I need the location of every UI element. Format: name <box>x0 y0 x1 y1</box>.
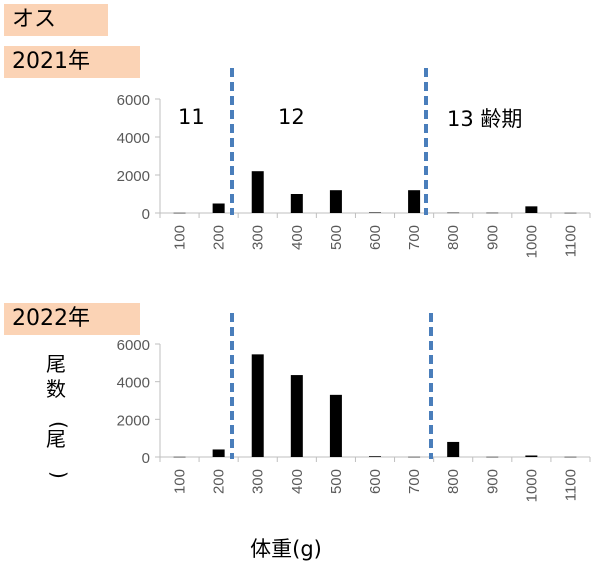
bar-0-400 <box>290 194 303 213</box>
x-tick-label-0-1000: 1000 <box>523 225 540 258</box>
x-tick-label-0-900: 900 <box>484 225 501 250</box>
x-tick-label-1-500: 500 <box>328 469 345 494</box>
bar-0-900 <box>486 212 499 214</box>
bar-0-200 <box>212 203 225 213</box>
x-tick-label-0-200: 200 <box>211 225 228 250</box>
bar-0-800 <box>447 212 460 214</box>
x-tick-label-1-100: 100 <box>172 469 189 494</box>
bar-1-400 <box>290 375 303 457</box>
bar-1-200 <box>212 449 225 457</box>
stage-label-0-2: 13 齢期 <box>447 107 522 131</box>
year-label-2021: 2021年 <box>4 46 140 78</box>
x-tick-label-0-500: 500 <box>328 225 345 250</box>
stage-label-0-1: 12 <box>278 105 305 129</box>
x-tick-label-1-200: 200 <box>211 469 228 494</box>
year-label-2022: 2022年 <box>4 303 140 335</box>
bar-1-1000 <box>525 455 538 457</box>
bar-1-300 <box>251 354 264 457</box>
bar-0-300 <box>251 171 264 213</box>
bar-1-600 <box>369 456 381 457</box>
bar-1-800 <box>447 441 460 457</box>
x-tick-label-0-300: 300 <box>250 225 267 250</box>
y-tick-label-0-3: 0 <box>142 206 150 223</box>
y-tick-label-0-0: 6000 <box>117 92 150 109</box>
bar-0-1100 <box>564 212 577 214</box>
x-tick-label-0-1100: 1100 <box>562 225 579 257</box>
x-tick-label-1-900: 900 <box>484 469 501 494</box>
x-tick-label-0-100: 100 <box>172 225 189 250</box>
bar-0-1000 <box>525 206 538 213</box>
x-tick-label-1-1100: 1100 <box>562 469 579 501</box>
bar-0-700 <box>408 190 421 213</box>
y-tick-label-1-3: 0 <box>142 450 150 467</box>
stage-label-0-0: 11 <box>178 105 205 129</box>
bar-1-100 <box>173 456 186 458</box>
sex-label: オス <box>4 4 108 36</box>
bar-0-500 <box>329 190 342 213</box>
x-tick-label-1-800: 800 <box>445 469 462 494</box>
y-tick-label-0-2: 2000 <box>117 168 150 185</box>
y-tick-label-1-1: 4000 <box>117 375 150 392</box>
x-tick-label-0-800: 800 <box>445 225 462 250</box>
x-tick-label-0-400: 400 <box>289 225 306 250</box>
x-tick-label-1-400: 400 <box>289 469 306 494</box>
x-tick-label-1-600: 600 <box>367 469 384 494</box>
y-tick-label-1-0: 6000 <box>117 337 150 354</box>
bar-1-900 <box>486 456 499 458</box>
y-axis-title: 尾数(尾) <box>46 352 71 479</box>
y-tick-label-1-2: 2000 <box>117 412 150 429</box>
bar-0-100 <box>173 212 186 214</box>
bar-1-500 <box>329 394 342 457</box>
x-tick-label-0-700: 700 <box>406 225 423 250</box>
x-axis-title: 体重(g) <box>250 537 322 561</box>
x-tick-label-1-1000: 1000 <box>523 469 540 502</box>
bar-1-1100 <box>564 456 577 458</box>
bar-0-600 <box>369 212 381 213</box>
x-tick-label-0-600: 600 <box>367 225 384 250</box>
bar-1-700 <box>408 456 421 458</box>
y-tick-label-0-1: 4000 <box>117 130 150 147</box>
x-tick-label-1-300: 300 <box>250 469 267 494</box>
x-tick-label-1-700: 700 <box>406 469 423 494</box>
